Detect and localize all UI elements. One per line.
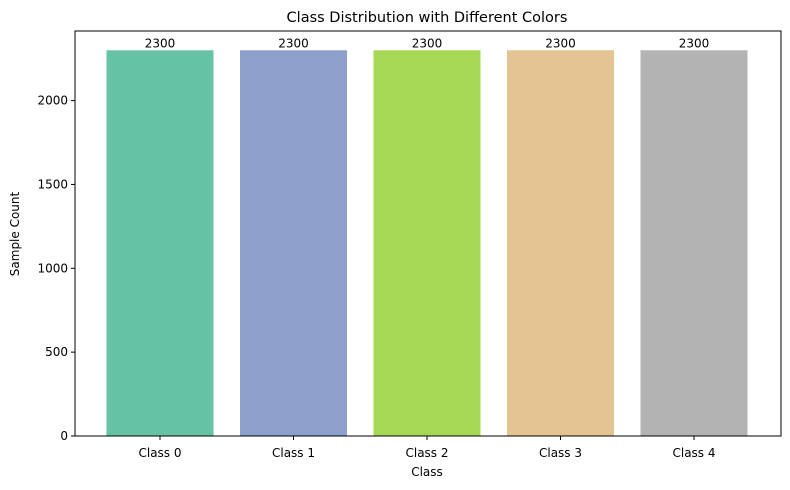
- x-axis-label: Class: [411, 465, 443, 479]
- x-tick-label-4: Class 4: [672, 446, 715, 460]
- bar-0: [106, 50, 214, 436]
- x-tick-label-3: Class 3: [539, 446, 582, 460]
- chart-title: Class Distribution with Different Colors: [287, 10, 568, 26]
- x-tick-label-0: Class 0: [138, 446, 181, 460]
- data-label-3: 2300: [545, 36, 576, 50]
- bar-2: [373, 50, 481, 436]
- x-tick-label-2: Class 2: [405, 446, 448, 460]
- plot-area: 2300 Class 0 2300 Class 1 2300 Class 2 2300 Cla…: [37, 36, 748, 460]
- y-tick-label-1: 500: [45, 345, 68, 359]
- y-axis-label: Sample Count: [8, 191, 22, 276]
- y-tick-label-0: 0: [60, 429, 68, 443]
- data-label-1: 2300: [278, 36, 309, 50]
- y-tick-label-4: 2000: [37, 94, 68, 108]
- bar-3: [507, 50, 614, 436]
- data-label-4: 2300: [679, 36, 710, 50]
- x-tick-label-1: Class 1: [272, 446, 315, 460]
- y-tick-label-2: 1000: [37, 261, 68, 275]
- bar-4: [640, 50, 748, 436]
- y-tick-label-3: 1500: [37, 177, 68, 191]
- data-label-0: 2300: [145, 36, 176, 50]
- plot-frame: [74, 30, 782, 437]
- data-label-2: 2300: [412, 36, 443, 50]
- bar-1: [240, 50, 347, 436]
